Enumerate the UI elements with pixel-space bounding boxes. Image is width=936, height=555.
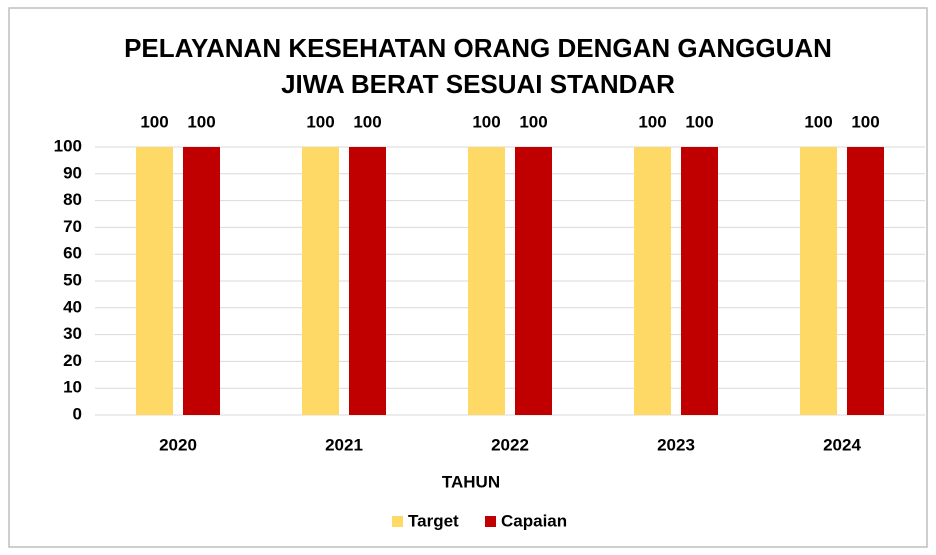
data-label: 100 <box>187 112 215 131</box>
y-tick-label: 60 <box>63 244 82 263</box>
data-label: 100 <box>472 112 500 131</box>
y-tick-label: 40 <box>63 297 82 316</box>
legend-swatch <box>392 516 403 527</box>
bar <box>136 147 173 415</box>
legend-swatch <box>485 516 496 527</box>
bar <box>681 147 718 415</box>
x-tick-label: 2024 <box>823 435 861 454</box>
y-tick-label: 0 <box>73 404 82 423</box>
x-tick-label: 2021 <box>325 435 363 454</box>
data-label: 100 <box>685 112 713 131</box>
legend-label: Target <box>408 511 459 530</box>
bar <box>800 147 837 415</box>
data-label: 100 <box>306 112 334 131</box>
y-tick-label: 80 <box>63 190 82 209</box>
x-axis-title: TAHUN <box>442 472 500 491</box>
data-label: 100 <box>638 112 666 131</box>
y-tick-label: 50 <box>63 270 82 289</box>
y-tick-label: 70 <box>63 217 82 236</box>
x-tick-label: 2022 <box>491 435 529 454</box>
data-label: 100 <box>804 112 832 131</box>
x-tick-label: 2020 <box>159 435 197 454</box>
bar <box>847 147 884 415</box>
bar <box>302 147 339 415</box>
bar <box>349 147 386 415</box>
data-label: 100 <box>140 112 168 131</box>
data-label: 100 <box>851 112 879 131</box>
data-label: 100 <box>353 112 381 131</box>
y-tick-label: 100 <box>54 136 82 155</box>
chart-title: PELAYANAN KESEHATAN ORANG DENGAN GANGGUA… <box>124 33 832 63</box>
chart-title: JIWA BERAT SESUAI STANDAR <box>281 69 675 99</box>
bar <box>515 147 552 415</box>
legend-label: Capaian <box>501 511 567 530</box>
x-tick-label: 2023 <box>657 435 695 454</box>
bar <box>468 147 505 415</box>
data-label: 100 <box>519 112 547 131</box>
y-tick-label: 10 <box>63 378 82 397</box>
bar <box>183 147 220 415</box>
bar <box>634 147 671 415</box>
y-tick-label: 20 <box>63 351 82 370</box>
y-tick-label: 90 <box>63 163 82 182</box>
y-tick-label: 30 <box>63 324 82 343</box>
